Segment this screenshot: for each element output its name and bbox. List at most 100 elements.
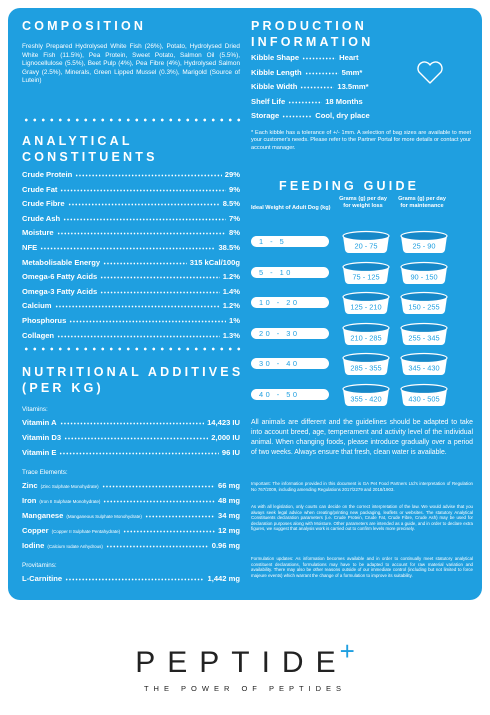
row-value: 1.2% xyxy=(222,272,240,282)
tagline: THE POWER OF PEPTIDES xyxy=(143,684,347,693)
info-row: Iron (Iron II Sulphate Monohydrate) 48 mg xyxy=(22,496,240,511)
section-title: COMPOSITION xyxy=(22,19,147,33)
dot-leader xyxy=(100,273,220,280)
row-label: Vitamin A xyxy=(22,418,57,427)
row-label: Moisture xyxy=(22,228,54,238)
row-value: 1,442 mg xyxy=(207,574,240,583)
bowl-value: 285 - 355 xyxy=(350,364,381,373)
bowl-value: 345 - 430 xyxy=(408,364,439,373)
row-note: (Calcium Iodate Anhydrous) xyxy=(47,544,103,549)
bowl-value: 430 - 505 xyxy=(408,395,439,404)
dot-leader xyxy=(75,171,222,177)
legal-text: As with all legislation, only courts can… xyxy=(251,504,473,532)
group-heading: Trace Elements: xyxy=(22,469,68,476)
info-row: Storage Cool, dry place xyxy=(251,111,391,126)
bowl-rim xyxy=(400,292,448,303)
bowl-value: 20 - 75 xyxy=(354,242,377,251)
row-note: (Copper II Sulphate Pentahydrate) xyxy=(51,529,121,534)
info-row: Calcium 1.2% xyxy=(22,301,240,316)
row-label: Calcium xyxy=(22,301,52,311)
group-heading: Vitamins: xyxy=(22,406,48,413)
row-value: 12 mg xyxy=(218,526,240,535)
row-label: Omega-3 Fatty Acids xyxy=(22,286,98,296)
bowl: 430 - 505 xyxy=(400,383,448,406)
bowl-rim xyxy=(342,292,390,303)
dot-leader xyxy=(105,542,209,548)
row-label: Zinc xyxy=(22,481,38,490)
row-value: 66 mg xyxy=(218,481,240,490)
row-value: 18 Months xyxy=(325,96,363,106)
dot-leader xyxy=(101,482,216,488)
bowl-value: 355 - 420 xyxy=(350,395,381,404)
dot-leader xyxy=(65,575,205,581)
row-value: 2,000 IU xyxy=(211,433,240,442)
title-line: ANALYTICAL xyxy=(22,134,133,148)
separator xyxy=(22,347,242,351)
bowl: 20 - 75 xyxy=(342,230,390,253)
brand-logo: PEPTIDE+ xyxy=(0,636,490,680)
dot-leader xyxy=(59,419,205,425)
column-header: Ideal Weight of Adult Dog (kg) xyxy=(251,205,331,211)
bowl: 90 - 150 xyxy=(400,261,448,284)
title-line: CONSTITUENTS xyxy=(22,150,158,164)
bowl-rim xyxy=(400,322,448,333)
row-label: Vitamin E xyxy=(22,448,57,457)
dot-leader xyxy=(304,68,339,75)
info-row: NFE 38.5% xyxy=(22,243,240,258)
row-value: 5mm* xyxy=(341,67,363,77)
info-row: L-Carnitine 1,442 mg xyxy=(22,574,240,589)
weight-pill: 20 - 30 xyxy=(251,327,329,339)
info-row: Copper (Copper II Sulphate Pentahydrate) 1… xyxy=(22,526,240,541)
row-value: 96 IU xyxy=(221,448,240,457)
row-label: Crude Fat xyxy=(22,184,58,194)
info-row: Zinc (Zinc Sulphate Monohydrate) 66 mg xyxy=(22,481,240,496)
row-value: Heart xyxy=(339,53,359,62)
bowl: 210 - 285 xyxy=(342,322,390,345)
row-value: 9% xyxy=(229,184,240,194)
section-title: PRODUCTION INFORMATION xyxy=(251,18,373,50)
row-value: 34 mg xyxy=(218,511,240,520)
bowl-value: 90 - 150 xyxy=(410,272,437,281)
row-value: 8.5% xyxy=(222,199,240,209)
dot-leader xyxy=(57,331,220,338)
advice-text: All animals are different and the guidel… xyxy=(251,419,473,456)
bowl-rim xyxy=(342,230,390,242)
row-note: (Zinc Sulphate Monohydrate) xyxy=(40,484,99,489)
row-label: Kibble Shape xyxy=(251,53,300,62)
dot-leader xyxy=(56,229,227,236)
row-value: 38.5% xyxy=(218,242,240,252)
row-label: Crude Ash xyxy=(22,213,61,223)
row-label: Metabolisable Energy xyxy=(22,257,101,267)
title-line: (PER KG) xyxy=(22,381,104,395)
info-row: Crude Fat 9% xyxy=(22,185,240,200)
info-row: Kibble Shape Heart xyxy=(251,53,391,68)
row-value: Cool, dry place xyxy=(315,111,370,121)
dot-leader xyxy=(123,527,216,533)
dot-leader xyxy=(103,258,187,265)
group-heading: Provitamins: xyxy=(22,562,57,569)
row-value: 1.2% xyxy=(222,301,240,311)
dot-leader xyxy=(63,214,227,221)
bowl-value: 125 - 210 xyxy=(350,303,381,312)
dot-leader xyxy=(302,54,337,60)
row-value: 13.5mm* xyxy=(337,82,369,92)
bowl: 285 - 355 xyxy=(342,353,390,376)
info-row: Phosphorus 1% xyxy=(22,316,240,331)
info-row: Kibble Width 13.5mm* xyxy=(251,82,391,97)
dot-leader xyxy=(288,97,323,104)
heart-shape xyxy=(417,61,443,84)
row-note: (Iron II Sulphate Monohydrate) xyxy=(39,499,101,504)
info-row: Crude Ash 7% xyxy=(22,214,240,229)
row-value: 14,423 IU xyxy=(207,418,240,427)
bowl-rim xyxy=(342,261,390,272)
row-label: Storage xyxy=(251,111,280,121)
info-row: Crude Fibre 8.5% xyxy=(22,199,240,214)
bowl-rim xyxy=(342,353,390,364)
info-row: Vitamin D3 2,000 IU xyxy=(22,433,240,448)
bowl: 150 - 255 xyxy=(400,292,448,315)
bowl-value: 150 - 255 xyxy=(408,303,439,312)
row-label: Crude Protein xyxy=(22,170,73,179)
heart-icon xyxy=(417,61,443,84)
weight-pill: 5 - 10 xyxy=(251,266,329,278)
